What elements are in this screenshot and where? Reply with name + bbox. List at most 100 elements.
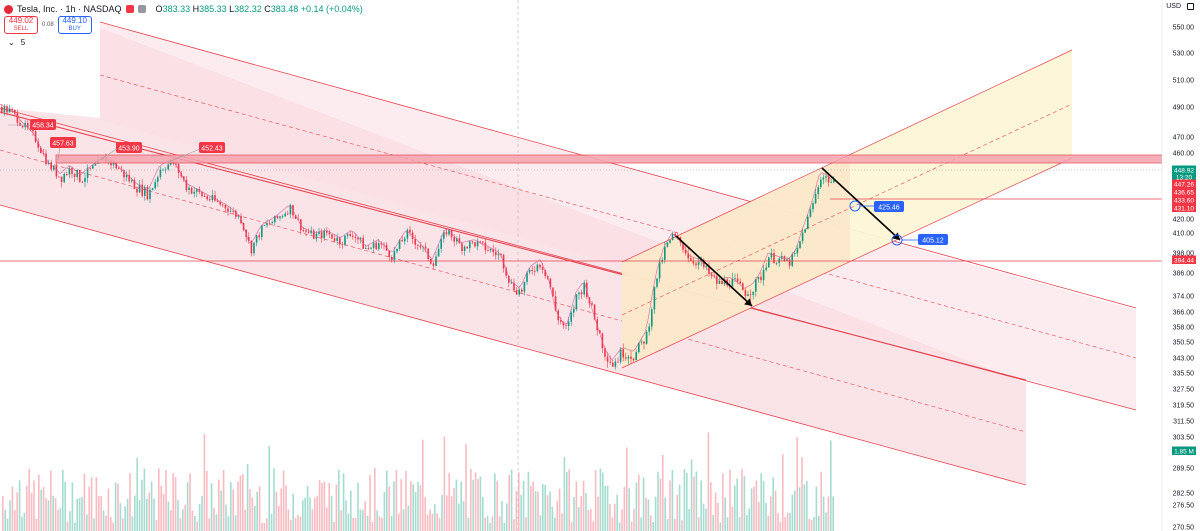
candle-body [768,257,770,268]
buy-button[interactable]: 449.10 BUY [57,16,92,34]
volume-bar [434,504,436,531]
volume-bar [266,518,268,531]
volume-bar [443,436,446,531]
volume-bar [789,512,791,531]
volume-bar [383,492,386,531]
candle-body [791,254,793,266]
candle-body [55,165,58,177]
volume-bar [294,518,297,531]
candle-body [617,361,619,363]
volume-bar [412,484,414,531]
volume-bar [820,471,822,531]
volume-bar [410,481,412,531]
candle-body [721,280,723,284]
candle-body [749,294,752,296]
volume-bar [93,518,95,531]
axis-tick-label: 366.00 [1173,310,1195,317]
symbol-title[interactable]: Tesla, Inc. · 1h · NASDAQ [17,4,122,14]
axis-tag-bg [1172,255,1196,264]
volume-bar [112,522,114,531]
volume-bar [314,497,316,531]
candle-body [450,230,453,238]
axis-tick-label: 460.00 [1173,151,1195,158]
candle-body [736,278,739,282]
volume-bar [234,515,237,531]
candle-body [632,358,635,360]
volume-bar [832,496,834,531]
candle-body [497,253,500,256]
chevron-down-icon[interactable]: ⌄ [8,38,15,47]
candle-body [505,268,507,276]
volume-bar [393,481,395,531]
axis-tick-label: 510.00 [1173,78,1195,85]
volume-bar [230,482,232,531]
candle-body [79,169,81,182]
candle-body [765,267,767,270]
volume-bar [784,517,786,531]
volume-bar [222,470,225,531]
volume-bar [688,509,690,531]
volume-bar [686,473,688,531]
sell-button[interactable]: 449.02 SELL [4,16,38,34]
volume-bar [86,514,88,531]
volume-bar [141,479,143,531]
volume-bar [590,508,592,531]
volume-bar [182,509,184,531]
candle-body [578,292,580,295]
lock-icon[interactable] [1187,3,1194,10]
candle-body [432,263,435,266]
volume-bar [333,522,335,531]
candle-body [349,234,351,236]
axis-tick-label: 270.50 [1173,525,1195,531]
candle-body [81,181,84,183]
volume-bar [414,492,417,531]
volume-bar [479,476,482,531]
volume-bar [201,495,203,531]
target-label-bg [874,201,904,212]
candle-body [612,362,614,367]
indicators-toggle[interactable]: ⌄ 5 [8,38,25,47]
candle-body [614,361,617,367]
volume-bar [578,507,580,531]
candle-body [323,230,325,239]
currency-selector[interactable]: USD [1166,3,1194,10]
axis-tick-label: 350.50 [1173,340,1195,347]
candle-body [500,253,502,255]
volume-bar [388,486,390,531]
axis-tick-label: 311.50 [1173,419,1194,426]
volume-bar [357,482,359,531]
volume-bar [714,492,717,531]
axis-tick-label: 276.50 [1173,503,1195,510]
candle-body [21,125,24,128]
candle-body [344,235,346,245]
candle-body [37,141,39,148]
volume-bar [532,481,534,531]
channel-dashed-2 [0,149,1027,433]
candle-body [183,176,185,180]
candle-body [248,237,250,241]
candle-body [196,189,198,192]
volume-bar [194,516,196,531]
volume-bar [21,516,23,531]
spread-value: 0.08 [42,22,54,28]
volume-bar [630,521,633,531]
candle-body [609,361,611,363]
candle-body [6,106,8,113]
candle-body [731,278,734,287]
price-label: 453.90 [118,146,140,153]
volume-bar [803,484,806,531]
volume-bar [318,480,321,531]
l-label: L [229,4,235,14]
candle-body [151,188,154,190]
volume-bar [138,500,141,531]
volume-bar [498,516,501,531]
candle-body [635,352,637,361]
candle-body [476,241,479,247]
volume-bar [647,499,650,531]
volume-bar [664,497,666,531]
candle-body [687,253,689,259]
axis-tick-label: 410.00 [1173,231,1195,238]
volume-bar [186,482,189,531]
